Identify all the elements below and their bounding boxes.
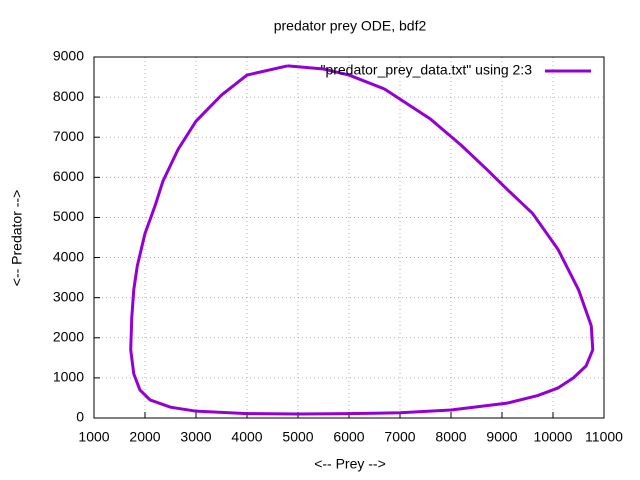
y-tick-label: 0 [76,409,84,425]
x-tick-label: 1000 [78,429,109,445]
x-tick-label: 6000 [333,429,364,445]
y-tick-label: 1000 [53,369,84,385]
x-tick-label: 4000 [231,429,262,445]
x-tick-label: 11000 [585,429,623,445]
y-tick-label: 9000 [53,48,84,64]
y-axis-label: <-- Predator --> [9,190,25,286]
x-tick-label: 10000 [534,429,573,445]
y-tick-label: 4000 [53,248,84,264]
y-tick-label: 7000 [53,128,84,144]
x-tick-label: 5000 [282,429,313,445]
x-tick-label: 7000 [384,429,415,445]
x-tick-label: 8000 [435,429,466,445]
y-tick-label: 3000 [53,288,84,304]
y-tick-label: 2000 [53,328,84,344]
x-tick-label: 9000 [486,429,517,445]
x-tick-label: 2000 [129,429,160,445]
chart-title: predator prey ODE, bdf2 [274,18,427,34]
plot-border [93,56,605,419]
y-tick-label: 6000 [53,168,84,184]
y-tick-label: 8000 [53,88,84,104]
x-tick-label: 3000 [180,429,211,445]
x-axis-label: <-- Prey --> [314,456,386,472]
series-line [129,64,595,416]
y-tick-label: 5000 [53,208,84,224]
legend-label: "predator_prey_data.txt" using 2:3 [320,62,532,78]
